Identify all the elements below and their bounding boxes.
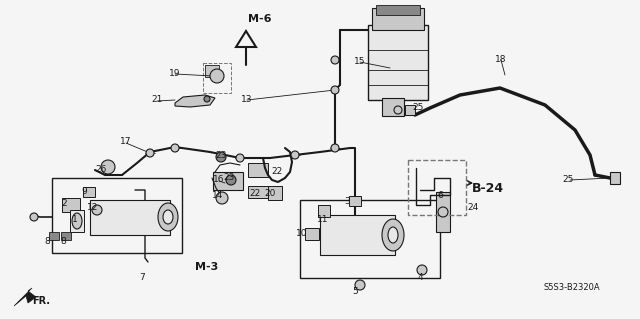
Ellipse shape: [382, 219, 404, 251]
Bar: [405, 105, 415, 115]
Bar: [318, 205, 330, 217]
Bar: [203, 63, 231, 93]
Text: 2: 2: [61, 199, 67, 209]
Text: 26: 26: [95, 166, 107, 174]
Bar: [320, 215, 395, 255]
Bar: [376, 5, 420, 15]
Text: 21: 21: [151, 95, 163, 105]
Text: 8: 8: [44, 236, 50, 246]
Text: 22: 22: [271, 167, 283, 175]
Bar: [305, 228, 319, 240]
Ellipse shape: [72, 213, 82, 229]
Bar: [368, 25, 428, 100]
Text: 24: 24: [467, 203, 479, 211]
Text: 10: 10: [296, 228, 308, 238]
Text: 8: 8: [60, 236, 66, 246]
Polygon shape: [175, 95, 215, 107]
Bar: [62, 198, 80, 212]
Circle shape: [210, 69, 224, 83]
Text: 17: 17: [120, 137, 132, 146]
Circle shape: [146, 149, 154, 157]
Circle shape: [30, 213, 38, 221]
Text: 9: 9: [81, 187, 87, 196]
Text: FR.: FR.: [32, 296, 50, 306]
Bar: [248, 186, 268, 198]
Text: 22: 22: [250, 189, 260, 197]
Bar: [349, 196, 361, 206]
Polygon shape: [14, 288, 36, 306]
Text: 25: 25: [412, 103, 424, 113]
Bar: [52, 178, 182, 253]
Text: 19: 19: [169, 69, 180, 78]
Circle shape: [204, 96, 210, 102]
Circle shape: [331, 56, 339, 64]
Ellipse shape: [394, 106, 402, 114]
Bar: [213, 172, 243, 190]
Text: 15: 15: [355, 56, 365, 65]
Bar: [61, 232, 71, 240]
Bar: [300, 200, 440, 278]
Circle shape: [291, 151, 299, 159]
Circle shape: [101, 160, 115, 174]
Bar: [70, 210, 84, 232]
Bar: [268, 186, 282, 200]
Ellipse shape: [163, 210, 173, 224]
Text: 13: 13: [241, 95, 253, 105]
Ellipse shape: [92, 205, 102, 215]
Circle shape: [331, 86, 339, 94]
Text: 12: 12: [87, 203, 99, 211]
Bar: [382, 98, 404, 116]
Circle shape: [226, 175, 236, 185]
Bar: [83, 187, 95, 197]
Text: S5S3-B2320A: S5S3-B2320A: [543, 283, 600, 292]
Circle shape: [417, 265, 427, 275]
Circle shape: [216, 192, 228, 204]
Text: 18: 18: [495, 56, 507, 64]
Bar: [248, 163, 268, 177]
Circle shape: [355, 280, 365, 290]
Text: 20: 20: [264, 189, 276, 197]
Bar: [205, 65, 219, 77]
Bar: [90, 200, 170, 235]
Ellipse shape: [158, 203, 178, 231]
Text: M-3: M-3: [195, 262, 218, 272]
Bar: [372, 8, 424, 30]
Bar: [408, 160, 466, 215]
Text: 14: 14: [212, 191, 224, 201]
Bar: [436, 192, 450, 232]
Circle shape: [171, 144, 179, 152]
Text: 7: 7: [139, 273, 145, 283]
Text: M-6: M-6: [248, 14, 271, 24]
Text: 11: 11: [317, 214, 329, 224]
Text: 1: 1: [72, 214, 78, 224]
Bar: [49, 232, 59, 240]
Text: 6: 6: [437, 190, 443, 199]
Circle shape: [331, 144, 339, 152]
Circle shape: [438, 207, 448, 217]
Text: 16: 16: [213, 175, 225, 184]
Text: 5: 5: [352, 287, 358, 296]
Ellipse shape: [388, 227, 398, 243]
Bar: [610, 172, 620, 184]
Text: B-24: B-24: [472, 182, 504, 195]
Text: 23: 23: [223, 174, 235, 182]
Circle shape: [216, 152, 226, 162]
Text: 23: 23: [215, 151, 227, 160]
Text: 25: 25: [563, 175, 573, 184]
Text: 3: 3: [344, 197, 350, 206]
Circle shape: [236, 154, 244, 162]
Text: 4: 4: [417, 273, 423, 283]
